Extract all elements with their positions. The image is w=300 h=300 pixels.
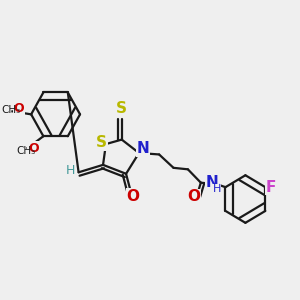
Text: N: N <box>137 141 150 156</box>
Text: S: S <box>96 135 107 150</box>
Text: H: H <box>66 164 76 177</box>
Text: CH₃: CH₃ <box>2 105 21 115</box>
Text: O: O <box>127 189 140 204</box>
Text: F: F <box>266 180 276 195</box>
Text: O: O <box>13 102 24 115</box>
Text: N: N <box>206 175 219 190</box>
Text: H: H <box>212 184 221 194</box>
Text: S: S <box>116 101 127 116</box>
Text: CH₃: CH₃ <box>16 146 36 156</box>
Text: O: O <box>28 142 38 154</box>
Text: O: O <box>187 190 200 205</box>
